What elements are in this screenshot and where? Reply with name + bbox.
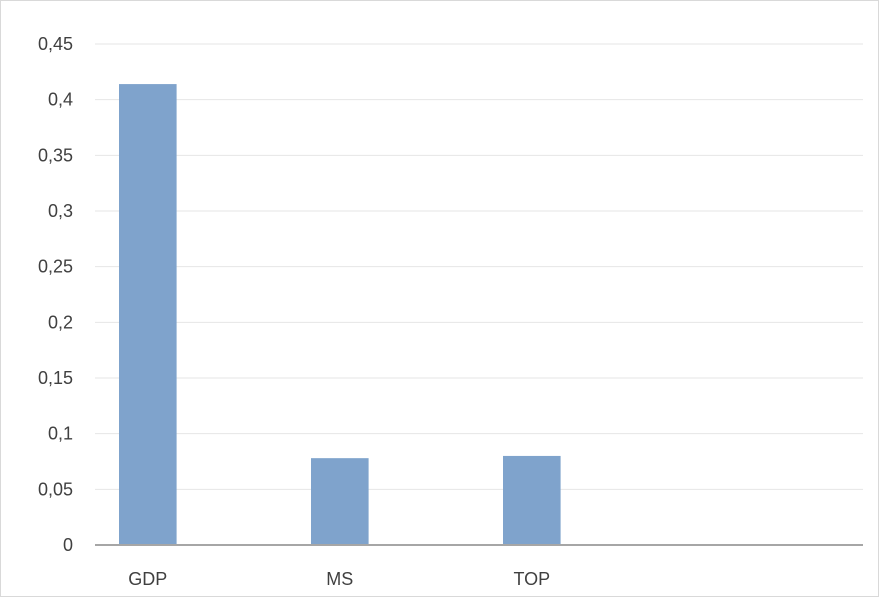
- bar: [119, 84, 177, 545]
- y-tick-label: 0,35: [38, 145, 73, 165]
- y-tick-label: 0,15: [38, 368, 73, 388]
- y-tick-label: 0,4: [48, 90, 73, 110]
- bar: [503, 455, 561, 545]
- grid-lines: [95, 43, 863, 490]
- y-tick-label: 0,25: [38, 257, 73, 277]
- y-tick-label: 0,05: [38, 479, 73, 499]
- y-tick-label: 0,2: [48, 312, 73, 332]
- x-tick-label: MS: [326, 569, 353, 589]
- y-tick-labels: 0 0,05 0,1 0,15 0,2 0,25 0,3 0,35 0,4 0,45: [38, 34, 73, 555]
- bars: [119, 84, 561, 545]
- y-tick-label: 0: [63, 535, 73, 555]
- x-tick-label: TOP: [513, 569, 550, 589]
- x-tick-label: GDP: [128, 569, 167, 589]
- y-tick-label: 0,1: [48, 424, 73, 444]
- bar: [311, 458, 369, 545]
- y-tick-label: 0,45: [38, 34, 73, 54]
- y-tick-label: 0,3: [48, 201, 73, 221]
- x-tick-labels: GDP MS TOP: [128, 569, 550, 589]
